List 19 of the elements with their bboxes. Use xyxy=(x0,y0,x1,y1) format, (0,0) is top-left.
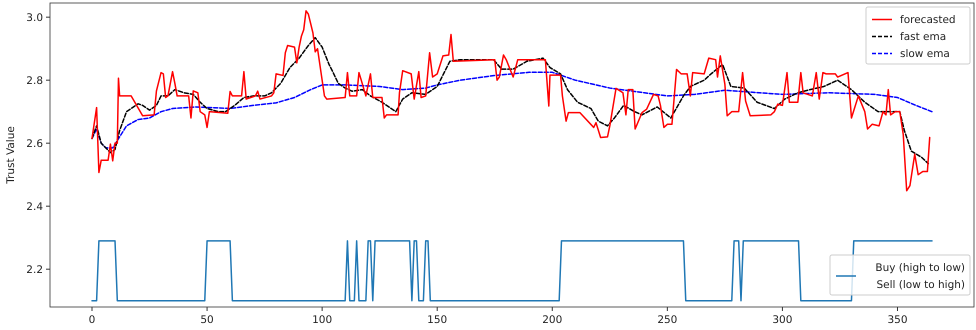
x-tick-label: 150 xyxy=(427,314,448,326)
x-tick-label: 0 xyxy=(88,314,96,326)
x-tick-label: 350 xyxy=(887,314,908,326)
line-series xyxy=(91,72,933,149)
x-tick-label: 200 xyxy=(542,314,562,326)
legend-label: fast ema xyxy=(900,31,946,43)
y-tick-label: 2.6 xyxy=(26,138,44,150)
legend-label: forecasted xyxy=(900,14,956,26)
legend-label: Buy (high to low) Sell (low to high) xyxy=(873,262,965,291)
x-tick-label: 50 xyxy=(200,314,214,326)
x-tick-label: 250 xyxy=(657,314,678,326)
y-axis-title: Trust Value xyxy=(5,126,17,185)
x-tick-label: 100 xyxy=(312,314,332,326)
y-tick-label: 2.2 xyxy=(26,264,43,276)
x-tick-label: 300 xyxy=(772,314,792,326)
legend-label: slow ema xyxy=(900,48,950,60)
y-tick-label: 2.8 xyxy=(26,75,43,88)
y-tick-label: 2.4 xyxy=(26,201,44,214)
y-tick-label: 3.0 xyxy=(26,12,43,24)
